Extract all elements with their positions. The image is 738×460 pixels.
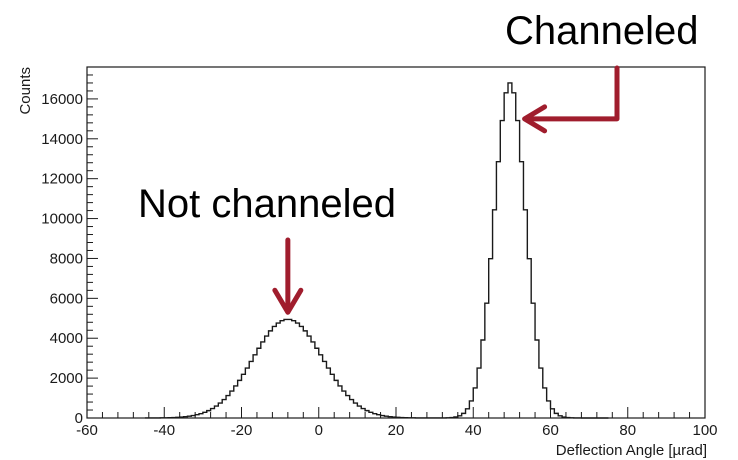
y-tick-label: 0 [75,410,83,427]
annotation-channeled: Channeled [505,9,699,53]
y-tick-label: 2000 [50,370,83,387]
y-tick-label: 4000 [50,330,83,347]
y-tick-label: 12000 [41,171,83,188]
y-tick-label: 14000 [41,131,83,148]
x-tick-label: 60 [542,422,559,439]
x-axis-label: Deflection Angle [µrad] [556,442,707,459]
y-tick-label: 16000 [41,91,83,108]
arrowhead-channeled [522,104,548,134]
x-tick-label: -40 [153,422,175,439]
histogram-line [144,82,609,419]
x-tick-label: 0 [315,422,323,439]
y-axis-label: Counts [17,67,34,115]
annotation-not-channeled: Not channeled [138,182,396,226]
x-tick-label: -20 [231,422,253,439]
y-tick-label: 6000 [50,290,83,307]
arrowhead-not-channeled [272,287,304,315]
y-tick-label: 8000 [50,250,83,267]
x-tick-label: 20 [388,422,405,439]
ticks [86,66,706,419]
tick-labels: -60 -40 -20 0 20 40 60 80 100 0 2000 4000 6000 8000 10… [41,91,717,439]
annotations: Not channeled Channeled [138,9,699,315]
x-tick-label: -60 [76,422,98,439]
arrow-channeled [528,65,620,122]
x-tick-label: 80 [619,422,636,439]
x-tick-label: 40 [465,422,482,439]
y-tick-label: 10000 [41,211,83,228]
x-tick-label: 100 [692,422,717,439]
